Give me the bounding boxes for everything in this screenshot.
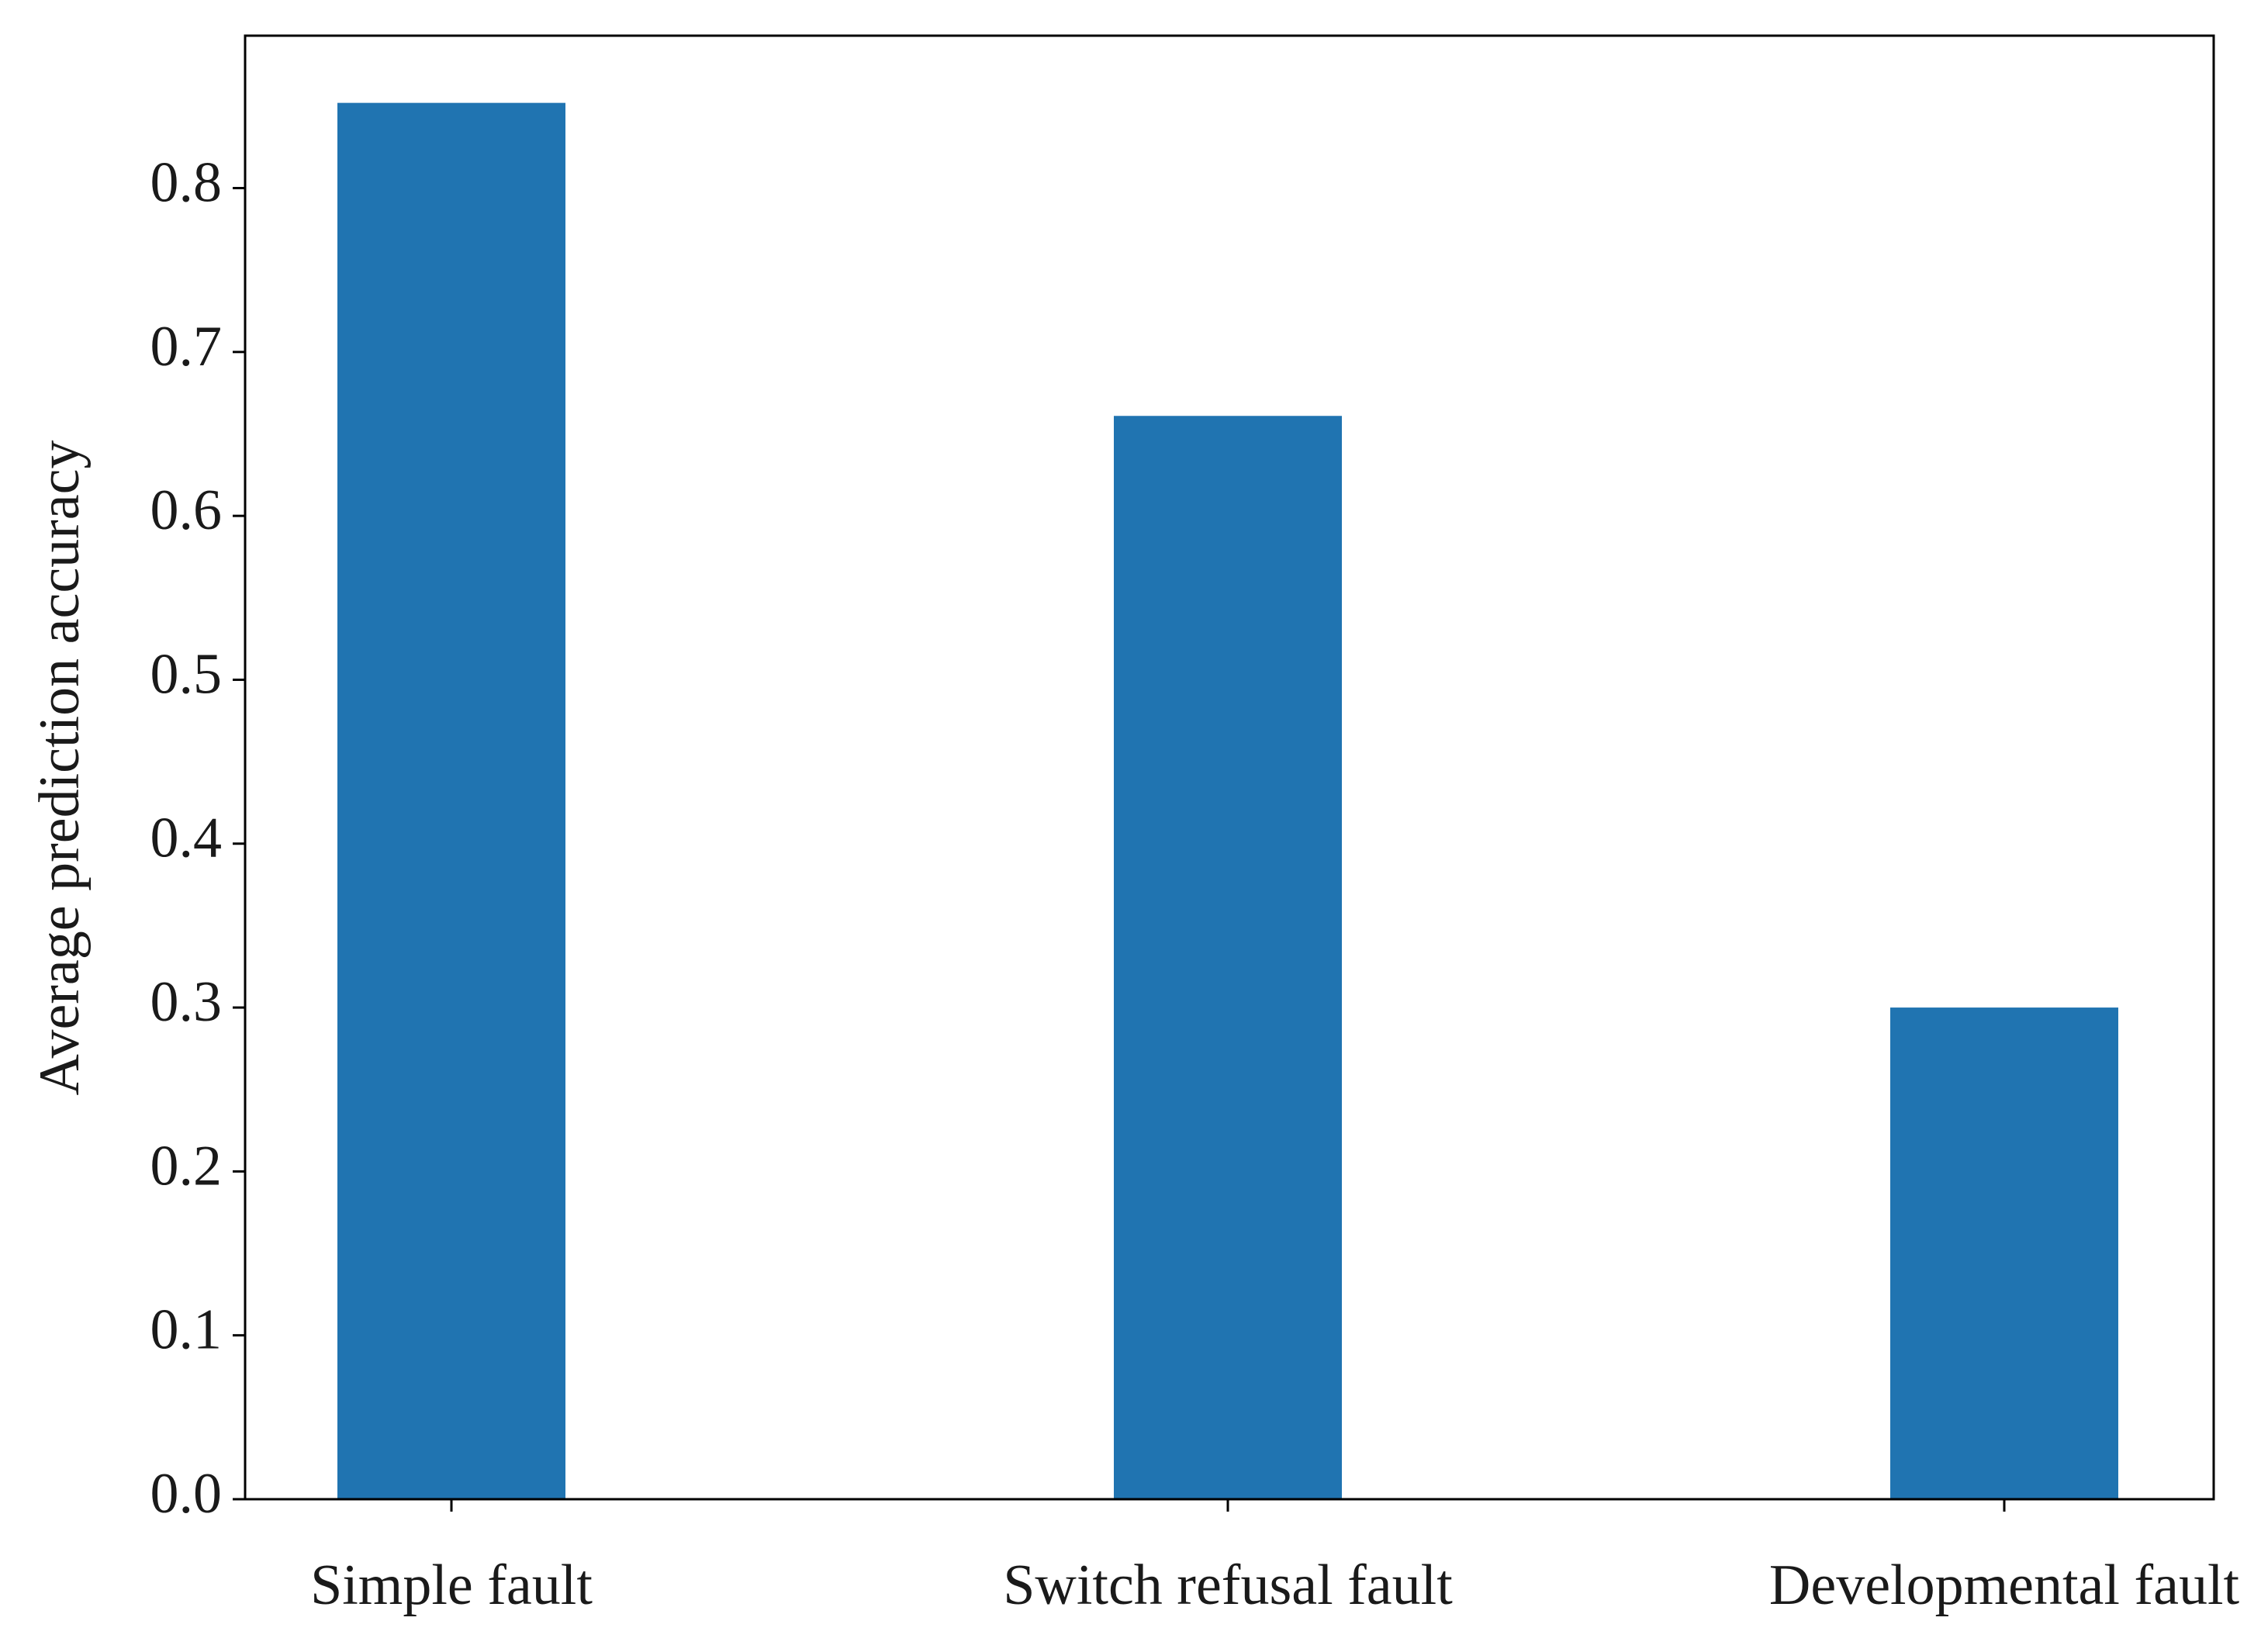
x-tick-label: Switch refusal fault	[1003, 1554, 1453, 1617]
y-tick-label: 0.1	[150, 1298, 223, 1362]
x-tick-label: Developmental fault	[1769, 1554, 2240, 1617]
y-tick-label: 0.2	[150, 1134, 223, 1198]
y-tick-label: 0.4	[150, 807, 223, 870]
bar	[1890, 1007, 2118, 1499]
y-tick-label: 0.8	[150, 151, 223, 215]
y-tick-label: 0.0	[150, 1462, 223, 1526]
y-tick-label: 0.6	[150, 479, 223, 542]
plot-frame	[244, 34, 2215, 1501]
bar	[1114, 416, 1342, 1499]
y-tick-label: 0.5	[150, 642, 223, 706]
x-tick-label: Simple fault	[310, 1554, 593, 1617]
y-tick-label: 0.7	[150, 315, 223, 378]
bar	[337, 102, 565, 1499]
y-axis-label: Average prediction accuracy	[28, 440, 92, 1095]
y-tick-label: 0.3	[150, 970, 223, 1034]
